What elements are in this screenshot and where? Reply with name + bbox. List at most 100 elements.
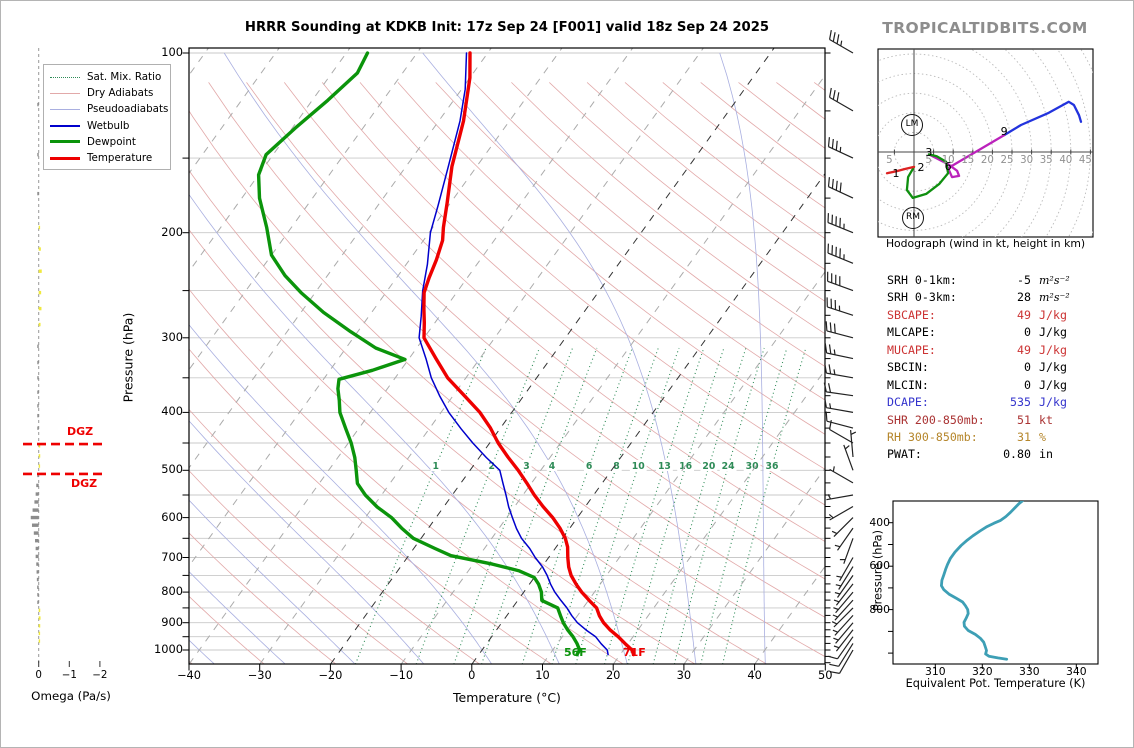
omega-bar (36, 562, 39, 566)
wind-barb (832, 599, 854, 621)
stat-value: 49 (1017, 307, 1031, 322)
x-tick-label: 50 (818, 668, 833, 682)
stat-value: 0.80 (1003, 447, 1031, 462)
pressure-tick-label: 1000 (154, 642, 183, 656)
stat-label: SRH 0-1km: (887, 273, 957, 287)
hodograph-trace (1003, 100, 1083, 137)
omega-bar (36, 577, 39, 582)
wind-barb (826, 494, 854, 501)
stat-unit: m²s⁻² (1039, 274, 1070, 287)
omega-bar (38, 247, 41, 251)
stat-value: 51 (1017, 412, 1031, 427)
hodograph-ring-label: 25 (1000, 154, 1014, 166)
theta-e-x-tick-label: 320 (971, 665, 993, 678)
omega-bar (38, 639, 41, 643)
hodograph-ring-label: 5 (886, 154, 893, 166)
pressure-tick-label: 400 (161, 404, 183, 419)
pressure-tick-label: 500 (161, 462, 183, 477)
x-tick-label: −40 (176, 668, 202, 682)
theta-e-curve (940, 501, 1024, 661)
stat-unit: J/kg (1039, 325, 1067, 340)
omega-bar (37, 191, 39, 196)
stat-row: SRH 0-1km: -5 m²s⁻² (887, 272, 1101, 289)
wetbulb-curve (418, 52, 609, 656)
temperature-curve (422, 51, 636, 657)
theta-e-y-tick-label: 600 (869, 559, 890, 573)
skewt-x-axis-label: Temperature (°C) (453, 690, 561, 705)
theta-e-x-axis-label: Equivalent Pot. Temperature (K) (905, 677, 1086, 690)
stat-row: SBCAPE: 49 J/kg (887, 307, 1101, 324)
omega-bar (38, 616, 41, 620)
legend-item-label: Temperature (87, 152, 153, 165)
hodograph-height-label: 3 (925, 146, 933, 160)
legend-item: Temperature (50, 150, 165, 166)
wind-barb (829, 643, 854, 667)
omega-bar (34, 500, 39, 504)
wind-barb (829, 466, 854, 484)
omega-bar (32, 508, 39, 512)
omega-bar (36, 570, 39, 574)
stat-unit: in (1039, 447, 1053, 462)
omega-bar (38, 322, 41, 327)
pressure-tick-label: 900 (161, 614, 183, 629)
wind-barb (823, 382, 854, 397)
stat-row: PWAT: 0.80 in (887, 446, 1101, 463)
omega-bar (37, 600, 39, 605)
omega-bar (38, 290, 42, 295)
hodograph-trace (905, 153, 950, 200)
x-tick-label: 20 (605, 668, 621, 682)
wind-barb (831, 517, 854, 538)
wind-barb (833, 583, 854, 606)
omega-bar (37, 376, 39, 380)
wind-barb (827, 137, 854, 159)
legend-item: Dewpoint (50, 134, 165, 150)
legend-line-sample (50, 76, 80, 78)
surface-dewpoint-label: 56F (564, 646, 587, 659)
omega-bar (37, 585, 39, 589)
theta-e-frame (892, 500, 1099, 665)
stat-unit: J/kg (1039, 377, 1067, 392)
pressure-tick-label: 800 (161, 584, 183, 599)
skewt-frame (188, 47, 826, 665)
hodograph-ring-label: 30 (1020, 154, 1034, 166)
x-tick-label: −20 (318, 668, 343, 682)
theta-e-x-tick-label: 310 (924, 665, 946, 678)
mixing-ratio-label: 16 (679, 461, 692, 472)
omega-bar (38, 444, 41, 448)
mixing-ratio-label: 4 (549, 461, 556, 472)
omega-bar (33, 531, 39, 535)
stat-row: DCAPE: 535 J/kg (887, 394, 1101, 411)
stat-value: 0 (1024, 360, 1031, 375)
omega-tick-label: −1 (61, 669, 77, 681)
stat-unit: kt (1039, 412, 1053, 427)
omega-bar (38, 608, 41, 612)
omega-bar (37, 152, 39, 157)
stat-row: SRH 0-3km: 28 m²s⁻² (887, 289, 1101, 306)
wind-barb (825, 321, 854, 339)
wind-barb (833, 591, 854, 614)
mixing-ratio-label: 36 (766, 461, 779, 472)
stat-row: RH 300-850mb: 31% (887, 429, 1101, 446)
dewpoint-curve (256, 51, 582, 657)
wind-barb (826, 297, 854, 316)
stat-row: MLCIN: 0 J/kg (887, 377, 1101, 394)
mixing-ratio-label: 3 (523, 461, 529, 472)
skewt-y-axis-label: Pressure (hPa) (120, 312, 136, 403)
omega-bar (37, 102, 39, 107)
mixing-ratio-label: 8 (613, 461, 619, 472)
omega-bar (37, 404, 39, 408)
wind-barb (824, 363, 854, 379)
dgz-label-lower: DGZ (71, 477, 98, 490)
x-tick-label: 10 (535, 668, 550, 682)
omega-bar (37, 390, 39, 394)
stat-label: DCAPE: (887, 395, 929, 410)
hodograph-ring-label: 10 (941, 154, 955, 166)
stats-panel: SRH 0-1km: -5 m²s⁻² SRH 0-3km: 28 m²s⁻² SBCAPE… (887, 272, 1101, 464)
hodograph-plot-area (878, 49, 1093, 237)
wind-barb (829, 419, 854, 444)
hodograph-ring-label: 5 (925, 154, 932, 166)
wind-barb (834, 575, 854, 598)
hodograph-height-label: 1 (892, 166, 900, 180)
dgz-label-upper: DGZ (67, 425, 94, 438)
omega-bar (37, 473, 39, 478)
